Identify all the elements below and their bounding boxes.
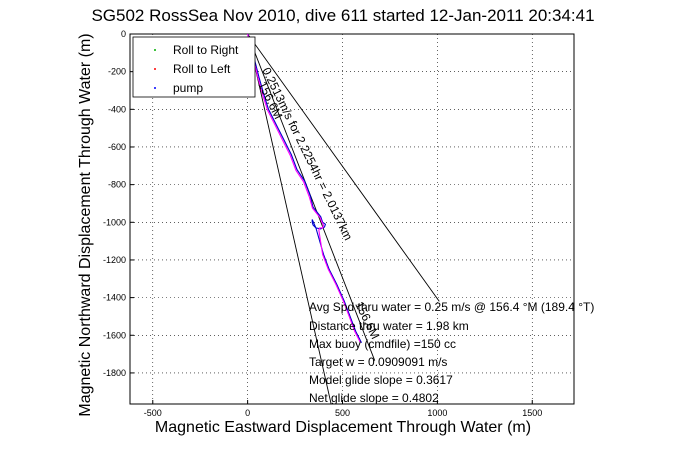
x-axis-title: Magnetic Eastward Displacement Through W…: [155, 419, 531, 436]
x-tick-label: -500: [144, 408, 162, 418]
legend-box: [132, 36, 256, 98]
summary-annotations: Avg Spd thru water = 0.25 m/s @ 156.4 °M…: [309, 300, 594, 405]
y-tick-label: -1800: [103, 368, 126, 378]
series-line: [247, 33, 361, 344]
data-series: [247, 33, 362, 344]
legend: Roll to Right Roll to Left pump: [132, 36, 256, 98]
y-tick-label: -1600: [103, 330, 126, 340]
summary-line-net-glide: Net glide slope = 0.4802: [309, 391, 439, 405]
x-tick-label: 1000: [427, 408, 447, 418]
summary-line-distance: Distance thru water = 1.98 km: [309, 319, 469, 333]
legend-label-roll-right: Roll to Right: [173, 43, 239, 57]
cone-line: [247, 33, 440, 302]
y-tick-label: 0: [121, 29, 126, 39]
legend-label-roll-left: Roll to Left: [173, 62, 231, 76]
x-tick-label: 0: [245, 408, 250, 418]
legend-label-pump: pump: [173, 81, 203, 95]
y-tick-label: -200: [108, 67, 126, 77]
axis-ticks: -500 0 500 1000 1500 0 -200 -400 -600 -800 -1000 -1…: [103, 29, 542, 418]
y-tick-label: -1200: [103, 255, 126, 265]
series-line: [247, 33, 362, 344]
summary-line-target-w: Target w = 0.0909091 m/s: [309, 355, 447, 369]
summary-line-model-glide: Model glide slope = 0.3617: [309, 373, 453, 387]
y-tick-label: -1400: [103, 293, 126, 303]
cone-line: [247, 33, 332, 405]
plot-area-frame: [129, 33, 575, 405]
y-tick-label: -1000: [103, 217, 126, 227]
summary-line-avg-speed: Avg Spd thru water = 0.25 m/s @ 156.4 °M…: [309, 300, 594, 314]
chart-title: SG502 RossSea Nov 2010, dive 611 started…: [91, 6, 594, 25]
x-tick-label: 1500: [522, 408, 542, 418]
grid: [130, 33, 574, 404]
y-tick-label: -800: [108, 180, 126, 190]
legend-marker-roll-right: [154, 49, 156, 51]
summary-line-max-buoy: Max buoy (cmdfile) =150 cc: [309, 337, 456, 351]
legend-marker-pump: [154, 87, 156, 89]
y-tick-label: -600: [108, 142, 126, 152]
y-axis-title: Magnetic Northward Displacement Through …: [77, 33, 94, 416]
x-tick-label: 500: [335, 408, 350, 418]
legend-marker-roll-left: [154, 68, 156, 70]
y-tick-label: -400: [108, 104, 126, 114]
